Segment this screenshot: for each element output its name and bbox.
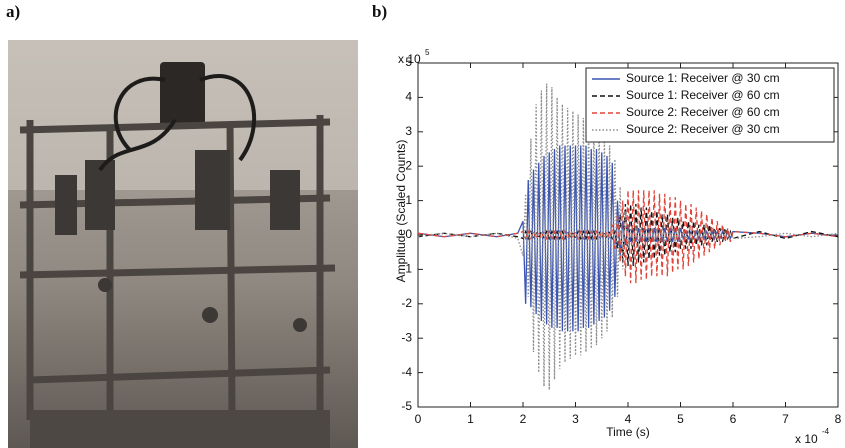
legend-box	[585, 67, 835, 143]
series-line	[417, 190, 839, 284]
x-tick-label: 3	[572, 412, 579, 426]
photo	[8, 40, 358, 448]
y-tick-label: -4	[401, 365, 412, 379]
y-multiplier: x 10	[398, 52, 421, 66]
legend-label: Source 2: Receiver @ 60 cm	[626, 105, 780, 119]
panel-label: b)	[372, 2, 387, 21]
panel-label: a)	[6, 2, 20, 21]
y-tick-label: -3	[401, 330, 412, 344]
y-tick-label: -1	[401, 262, 412, 276]
y-tick-label: 1	[405, 193, 412, 207]
y-tick-label: -5	[401, 399, 412, 413]
legend-label: Source 1: Receiver @ 60 cm	[626, 88, 780, 102]
x-tick-label: 7	[782, 412, 789, 426]
x-tick-label: 8	[835, 412, 842, 426]
y-tick-label: 4	[405, 90, 412, 104]
cables	[98, 74, 257, 172]
x-multiplier-exponent: -4	[822, 427, 830, 436]
y-multiplier-exponent: 5	[425, 48, 430, 57]
x-tick-label: 5	[677, 412, 684, 426]
y-tick-label: -2	[401, 296, 412, 310]
plot: Amplitude (Scaled Counts) Time (s) x 10 …	[394, 48, 841, 446]
x-tick-label: 6	[730, 412, 737, 426]
y-tick-label: 0	[405, 227, 412, 241]
x-tick-label: 4	[625, 412, 632, 426]
base	[30, 410, 330, 448]
x-multiplier: x 10	[795, 432, 818, 446]
cylinder	[160, 62, 205, 127]
legend-label: Source 1: Receiver @ 30 cm	[626, 71, 780, 85]
series-line	[417, 145, 839, 332]
y-axis-label: Amplitude (Scaled Counts)	[394, 140, 408, 283]
y-tick-label: 5	[405, 55, 412, 69]
y-tick-label: 3	[405, 124, 412, 138]
x-tick-label: 0	[415, 412, 422, 426]
x-axis-label: Time (s)	[606, 425, 650, 439]
y-tick-label: 2	[405, 158, 412, 172]
x-tick-label: 2	[520, 412, 527, 426]
legend-label: Source 2: Receiver @ 30 cm	[626, 122, 780, 136]
x-tick-label: 1	[467, 412, 474, 426]
series-line	[417, 83, 839, 390]
sensors	[55, 150, 307, 332]
